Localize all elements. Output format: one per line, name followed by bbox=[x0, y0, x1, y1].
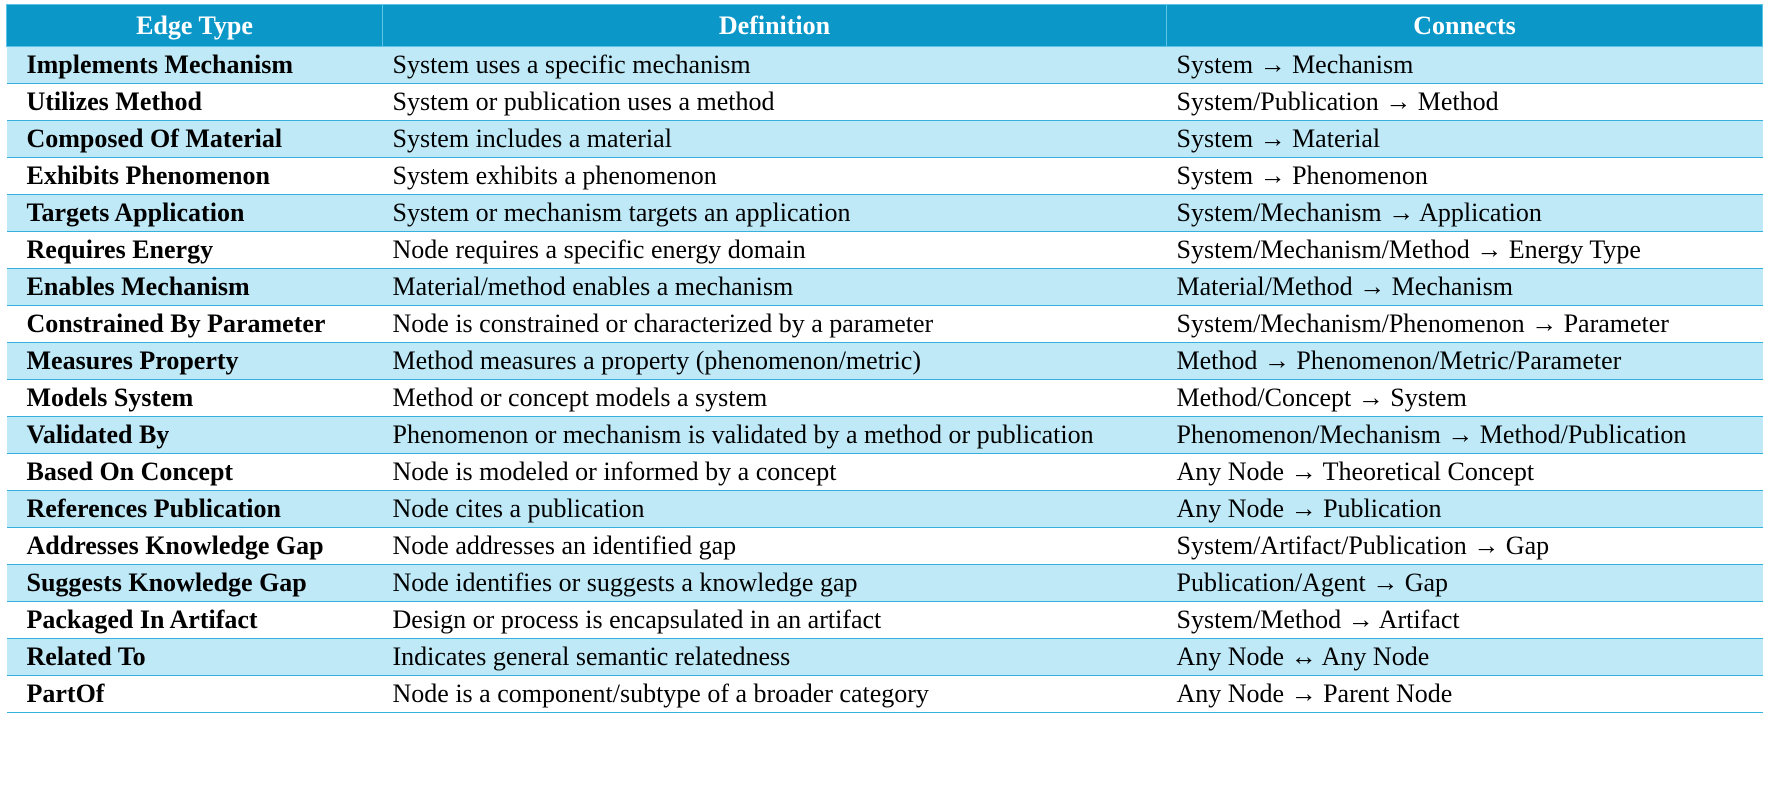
table-cell: System/Mechanism/Method → Energy Type bbox=[1166, 231, 1763, 269]
table-cell: Phenomenon/Mechanism → Method/Publicatio… bbox=[1166, 416, 1763, 454]
table-cell: Any Node → Parent Node bbox=[1166, 675, 1763, 713]
table-row: Implements Mechanism System uses a specif… bbox=[6, 46, 1763, 84]
table-cell: Method measures a property (phenomenon/m… bbox=[382, 342, 1167, 380]
table-row: Addresses Knowledge Gap Node addresses an… bbox=[6, 527, 1763, 565]
table-row: Enables Mechanism Material/method enables… bbox=[6, 268, 1763, 306]
table-cell: Models System bbox=[6, 379, 383, 417]
table-cell: Based On Concept bbox=[6, 453, 383, 491]
table-cell: Any Node → Theoretical Concept bbox=[1166, 453, 1763, 491]
table-cell: Node addresses an identified gap bbox=[382, 527, 1167, 565]
table-cell: System includes a material bbox=[382, 120, 1167, 158]
table-cell: System uses a specific mechanism bbox=[382, 46, 1167, 84]
table-cell: Packaged In Artifact bbox=[6, 601, 383, 639]
table-cell: System → Material bbox=[1166, 120, 1763, 158]
table-row: Related To Indicates general semantic rel… bbox=[6, 638, 1763, 676]
table-row: References Publication Node cites a publi… bbox=[6, 490, 1763, 528]
table-cell: Phenomenon or mechanism is validated by … bbox=[382, 416, 1167, 454]
table-cell: Method → Phenomenon/Metric/Parameter bbox=[1166, 342, 1763, 380]
table-row: Composed Of Material System includes a ma… bbox=[6, 120, 1763, 158]
table-cell: Node is constrained or characterized by … bbox=[382, 305, 1167, 343]
table-cell: Publication/Agent → Gap bbox=[1166, 564, 1763, 602]
table-row: Exhibits Phenomenon System exhibits a phe… bbox=[6, 157, 1763, 195]
edge-table: Edge Type Definition Connects Implements M… bbox=[6, 4, 1763, 713]
table-cell: Constrained By Parameter bbox=[6, 305, 383, 343]
table-cell: PartOf bbox=[6, 675, 383, 713]
table-row: Constrained By Parameter Node is constrai… bbox=[6, 305, 1763, 343]
table-row: Requires Energy Node requires a specific … bbox=[6, 231, 1763, 269]
table-cell: System → Mechanism bbox=[1166, 46, 1763, 84]
table-row: Measures Property Method measures a prope… bbox=[6, 342, 1763, 380]
table-cell: Node is modeled or informed by a concept bbox=[382, 453, 1167, 491]
table-row: Suggests Knowledge Gap Node identifies or… bbox=[6, 564, 1763, 602]
table-cell: Method or concept models a system bbox=[382, 379, 1167, 417]
table-cell: Node cites a publication bbox=[382, 490, 1167, 528]
table-cell: Targets Application bbox=[6, 194, 383, 232]
table-cell: Node identifies or suggests a knowledge … bbox=[382, 564, 1167, 602]
column-header: Edge Type bbox=[6, 4, 383, 47]
table-row: Packaged In Artifact Design or process is… bbox=[6, 601, 1763, 639]
table-body: Implements Mechanism System uses a specif… bbox=[6, 46, 1763, 713]
table-cell: Validated By bbox=[6, 416, 383, 454]
table-cell: Node requires a specific energy domain bbox=[382, 231, 1167, 269]
table-cell: Implements Mechanism bbox=[6, 46, 383, 84]
table-row: Validated By Phenomenon or mechanism is v… bbox=[6, 416, 1763, 454]
table-cell: System/Mechanism/Phenomenon → Parameter bbox=[1166, 305, 1763, 343]
table-cell: Design or process is encapsulated in an … bbox=[382, 601, 1167, 639]
table-row: Utilizes Method System or publication use… bbox=[6, 83, 1763, 121]
table-cell: Material/method enables a mechanism bbox=[382, 268, 1167, 306]
column-header: Connects bbox=[1166, 4, 1763, 47]
table-cell: Enables Mechanism bbox=[6, 268, 383, 306]
table-cell: Requires Energy bbox=[6, 231, 383, 269]
table-cell: Suggests Knowledge Gap bbox=[6, 564, 383, 602]
table-row: Models System Method or concept models a … bbox=[6, 379, 1763, 417]
table-cell: Exhibits Phenomenon bbox=[6, 157, 383, 195]
table-cell: System/Method → Artifact bbox=[1166, 601, 1763, 639]
table-cell: System/Mechanism → Application bbox=[1166, 194, 1763, 232]
table-cell: References Publication bbox=[6, 490, 383, 528]
table-cell: System/Publication → Method bbox=[1166, 83, 1763, 121]
table-cell: Addresses Knowledge Gap bbox=[6, 527, 383, 565]
table-cell: Utilizes Method bbox=[6, 83, 383, 121]
table-header: Edge Type Definition Connects bbox=[6, 4, 1763, 47]
table-cell: Any Node → Publication bbox=[1166, 490, 1763, 528]
table-cell: Composed Of Material bbox=[6, 120, 383, 158]
table-cell: Any Node ↔ Any Node bbox=[1166, 638, 1763, 676]
header-row: Edge Type Definition Connects bbox=[6, 4, 1763, 47]
table-cell: Related To bbox=[6, 638, 383, 676]
table-cell: System → Phenomenon bbox=[1166, 157, 1763, 195]
table-cell: System or publication uses a method bbox=[382, 83, 1167, 121]
table-cell: System exhibits a phenomenon bbox=[382, 157, 1167, 195]
table-row: PartOf Node is a component/subtype of a b… bbox=[6, 675, 1763, 713]
table-cell: Node is a component/subtype of a broader… bbox=[382, 675, 1167, 713]
table-cell: Indicates general semantic relatedness bbox=[382, 638, 1167, 676]
column-header: Definition bbox=[382, 4, 1167, 47]
table-cell: Method/Concept → System bbox=[1166, 379, 1763, 417]
table-cell: System/Artifact/Publication → Gap bbox=[1166, 527, 1763, 565]
table-cell: System or mechanism targets an applicati… bbox=[382, 194, 1167, 232]
table-cell: Material/Method → Mechanism bbox=[1166, 268, 1763, 306]
table-row: Based On Concept Node is modeled or infor… bbox=[6, 453, 1763, 491]
table-cell: Measures Property bbox=[6, 342, 383, 380]
table-row: Targets Application System or mechanism t… bbox=[6, 194, 1763, 232]
